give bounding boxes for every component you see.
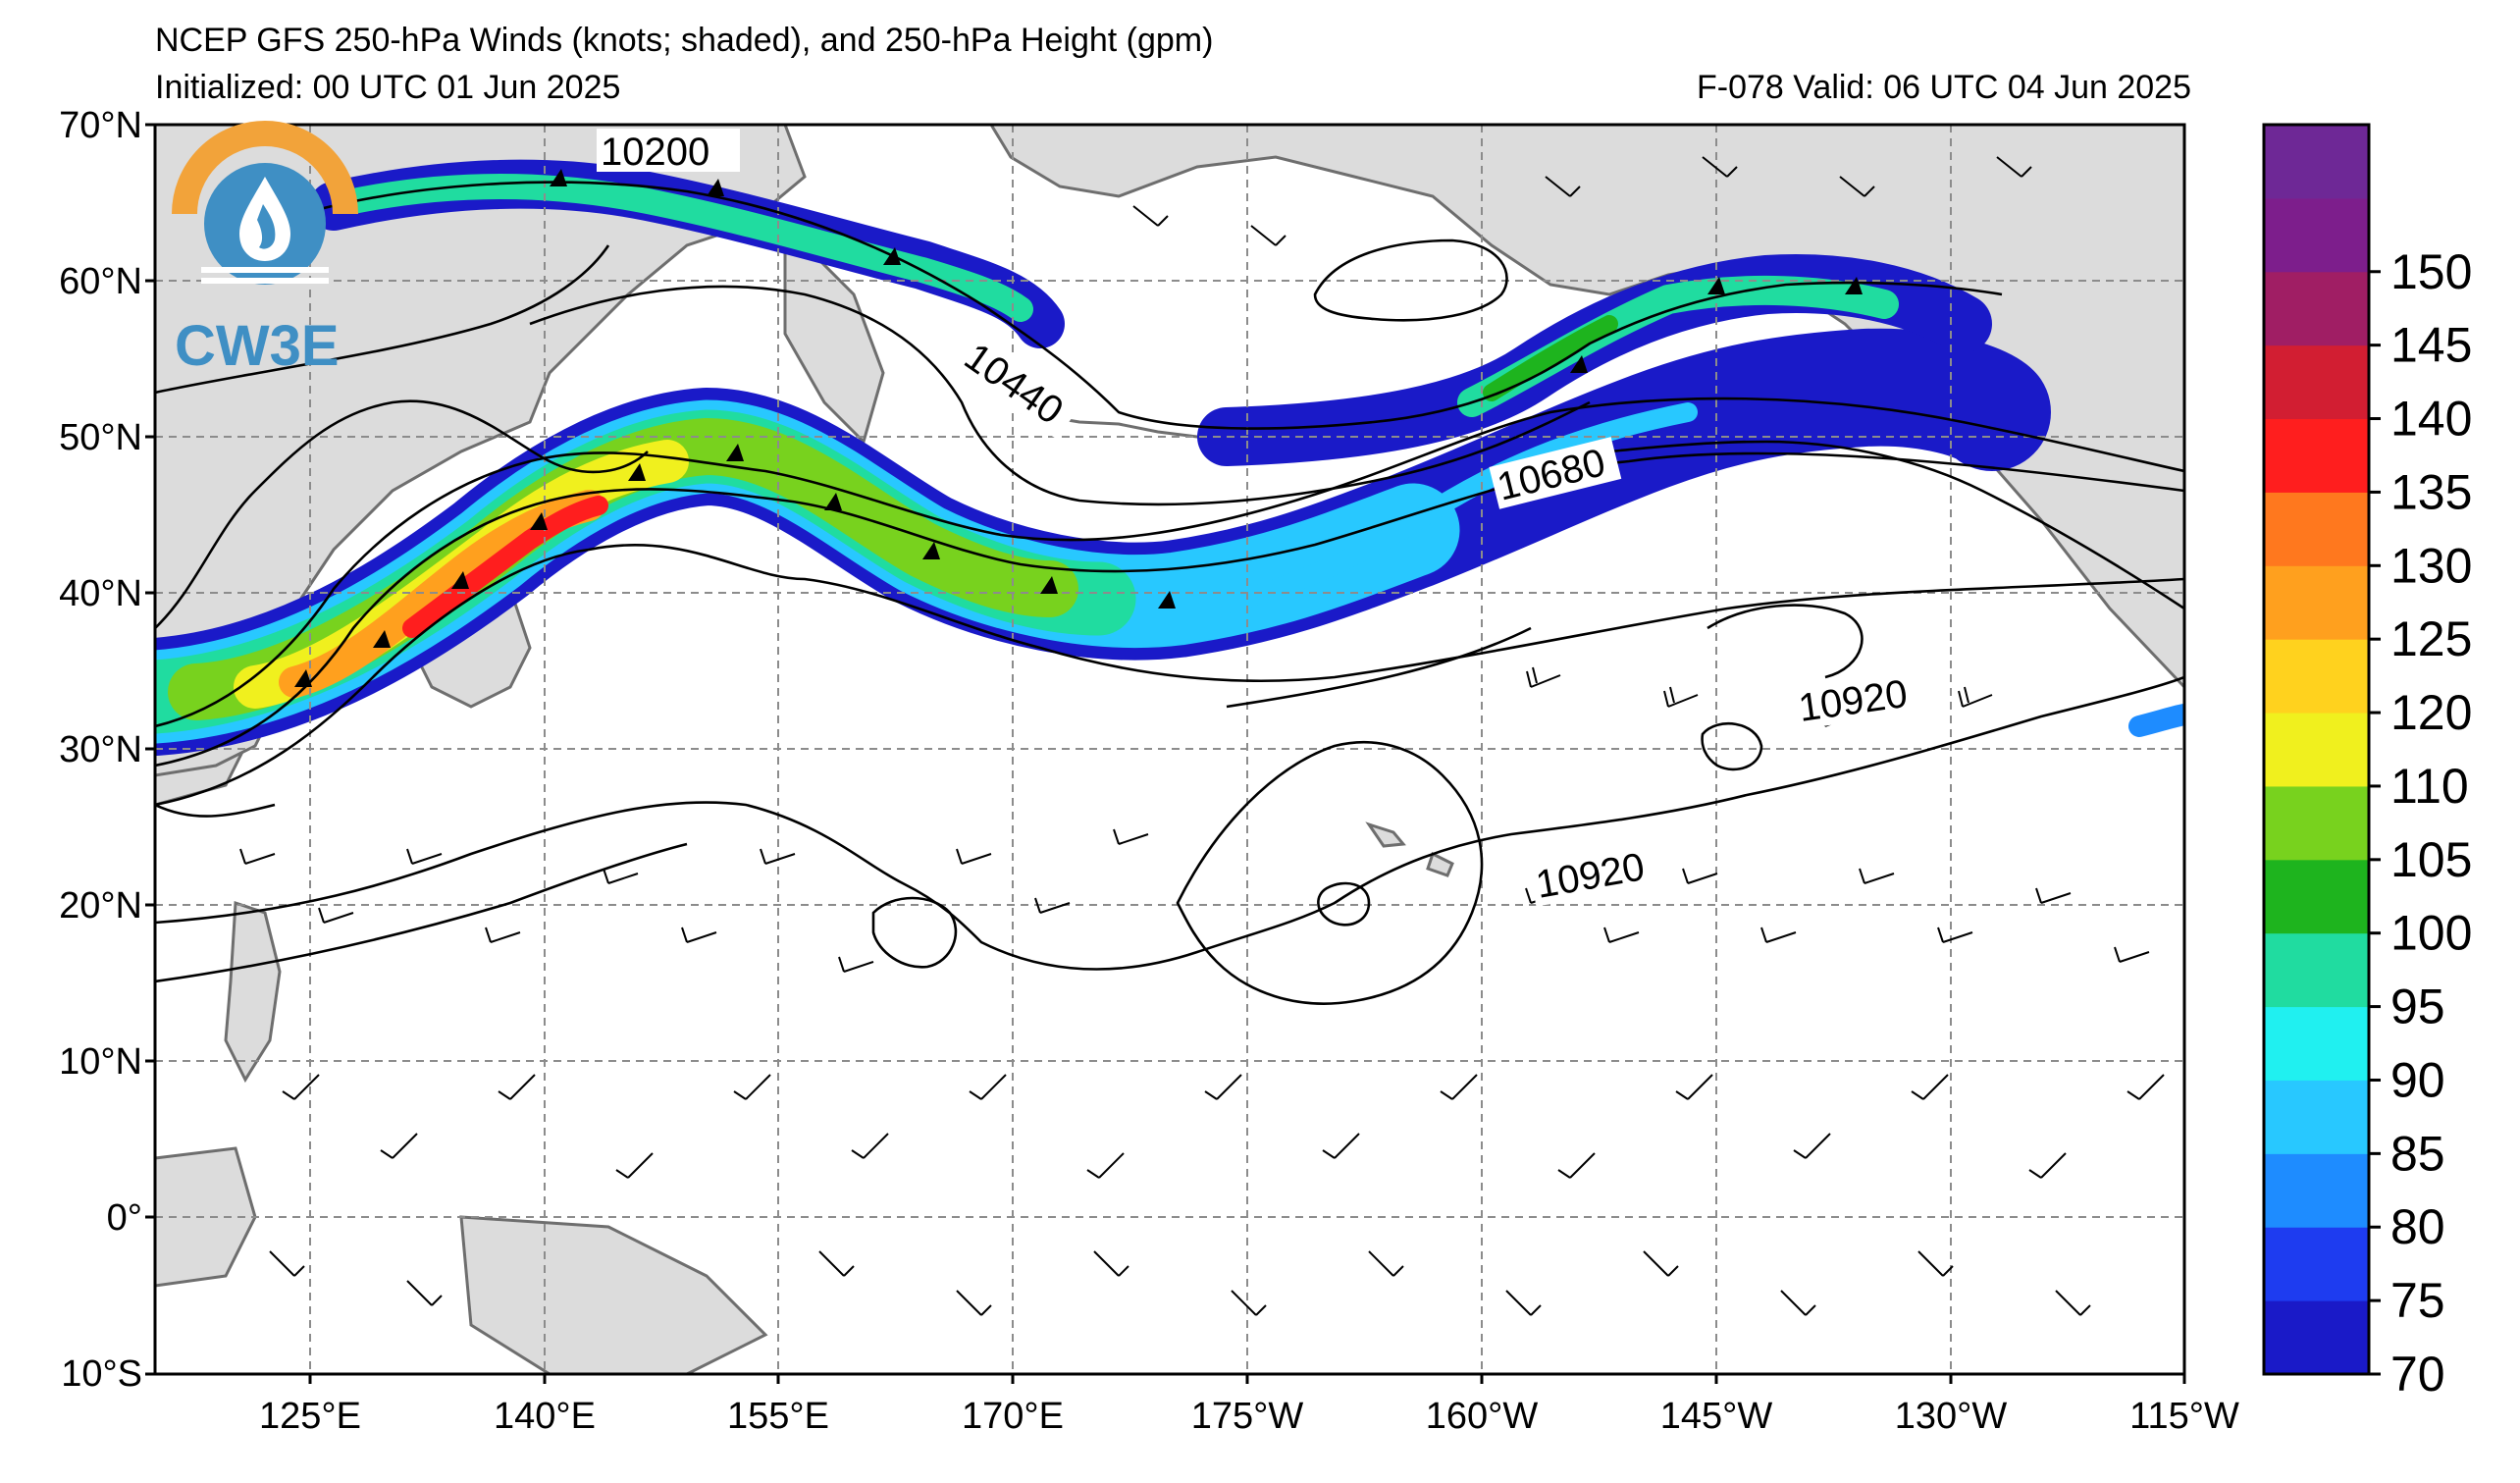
- colorbar-tick-label: 130: [2390, 538, 2472, 593]
- chart-title: NCEP GFS 250-hPa Winds (knots; shaded), …: [155, 22, 1214, 59]
- colorbar-segment: [2264, 713, 2369, 787]
- colorbar-tick-label: 80: [2390, 1199, 2445, 1254]
- colorbar-tick-label: 140: [2390, 392, 2472, 447]
- lon-label: 160°W: [1426, 1396, 1539, 1437]
- height-label-10200: 10200: [601, 131, 709, 174]
- lat-label: 10°N: [59, 1041, 142, 1083]
- gridlines: [155, 125, 2184, 1374]
- colorbar-segment: [2264, 1080, 2369, 1154]
- colorbar-segment: [2264, 125, 2369, 199]
- colorbar-tick-label: 100: [2390, 906, 2472, 961]
- colorbar-tick-label: 125: [2390, 611, 2472, 666]
- colorbar-labels: 70 75 80 85 90 95 100 105 110 120 125 130 135 140 145 1…: [2390, 244, 2472, 1402]
- height-contours: [155, 181, 2184, 1005]
- colorbar-frame: [2262, 123, 2371, 1376]
- logo-ring: [172, 121, 358, 215]
- lat-label: 20°N: [59, 885, 142, 927]
- lat-label: 10°S: [61, 1353, 142, 1395]
- colorbar-tick-label: 70: [2390, 1347, 2445, 1402]
- lon-axis: 125°E 140°E 155°E 170°E 175°W 160°W 145°…: [259, 1396, 2239, 1437]
- colorbar: [2262, 123, 2381, 1376]
- colorbar-tick-label: 135: [2390, 464, 2472, 519]
- colorbar-segment: [2264, 932, 2369, 1008]
- jet-stream-shading: [155, 159, 2184, 756]
- jet-pennants: [294, 169, 1863, 687]
- lon-label: 115°W: [2129, 1396, 2239, 1437]
- colorbar-tick-label: 90: [2390, 1052, 2445, 1107]
- lon-label: 125°E: [259, 1396, 361, 1437]
- colorbar-tick-label: 110: [2390, 759, 2469, 814]
- lon-label: 155°E: [727, 1396, 829, 1437]
- colorbar-tick-label: 85: [2390, 1126, 2445, 1181]
- colorbar-tick-label: 145: [2390, 318, 2472, 373]
- lat-label: 0°: [107, 1197, 142, 1239]
- lon-ticks: [308, 1374, 2186, 1384]
- lon-label: 170°E: [962, 1396, 1064, 1437]
- lat-label: 60°N: [59, 261, 142, 302]
- logo-text: CW3E: [175, 314, 340, 378]
- colorbar-tick-label: 120: [2390, 685, 2472, 740]
- cw3e-logo: CW3E: [172, 121, 358, 378]
- lon-label: 140°E: [494, 1396, 596, 1437]
- colorbar-tick-label: 75: [2390, 1273, 2445, 1328]
- colorbar-segment: [2264, 1300, 2369, 1375]
- lon-label: 130°W: [1895, 1396, 2008, 1437]
- colorbar-segment: [2264, 344, 2369, 420]
- colorbar-tick-label: 95: [2390, 980, 2445, 1034]
- colorbar-segment: [2264, 1227, 2369, 1301]
- lon-label: 175°W: [1191, 1396, 1304, 1437]
- colorbar-segment: [2264, 492, 2369, 566]
- colorbar-segment: [2264, 565, 2369, 640]
- lat-label: 50°N: [59, 417, 142, 458]
- lat-axis: 70°N 60°N 50°N 40°N 30°N 20°N 10°N 0° 10…: [59, 105, 142, 1395]
- colorbar-tick-label: 105: [2390, 832, 2472, 887]
- colorbar-segment: [2264, 859, 2369, 934]
- colorbar-segment: [2264, 1006, 2369, 1081]
- lon-label: 145°W: [1660, 1396, 1773, 1437]
- colorbar-segment: [2264, 639, 2369, 714]
- colorbar-segment: [2264, 418, 2369, 493]
- valid-time: F-078 Valid: 06 UTC 04 Jun 2025: [1697, 69, 2191, 106]
- colorbar-segment: [2264, 271, 2369, 346]
- lat-ticks: [145, 123, 155, 1376]
- init-time: Initialized: 00 UTC 01 Jun 2025: [155, 69, 621, 106]
- colorbar-segment: [2264, 197, 2369, 273]
- colorbar-segment: [2264, 785, 2369, 861]
- lat-label: 70°N: [59, 105, 142, 146]
- colorbar-segment: [2264, 1153, 2369, 1228]
- lat-label: 30°N: [59, 729, 142, 770]
- lat-label: 40°N: [59, 573, 142, 614]
- colorbar-tick-label: 150: [2390, 244, 2472, 299]
